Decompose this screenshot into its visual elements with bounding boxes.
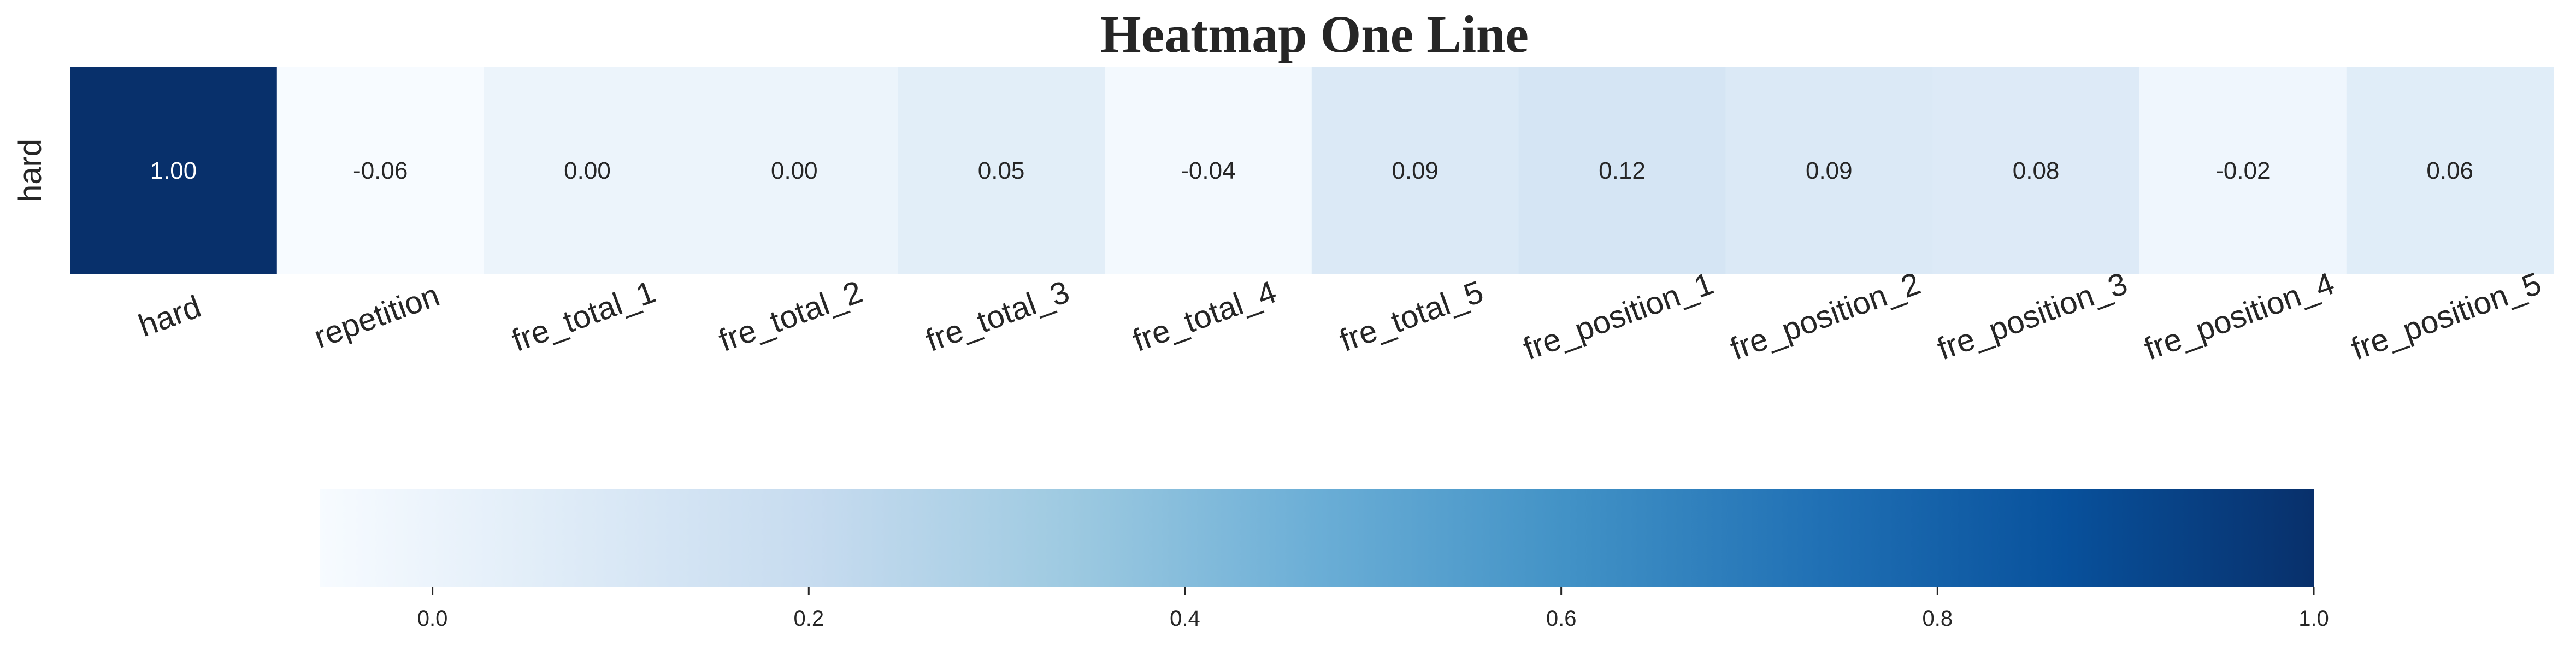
heatmap-cell: [2346, 67, 2554, 274]
cell-value-label: 1.00: [150, 157, 197, 184]
heatmap-cell: [1518, 67, 1726, 274]
cell-value-label: 0.00: [564, 157, 611, 184]
cell-value-label: 0.09: [1392, 157, 1439, 184]
cell-value-label: 0.09: [1806, 157, 1853, 184]
cell-value-label: -0.04: [1181, 157, 1235, 184]
colorbar-tick-label: 1.0: [2298, 607, 2329, 631]
colorbar-tick-label: 0.0: [417, 607, 448, 631]
colorbar-tick-label: 0.2: [793, 607, 824, 631]
row-tick-label: hard: [13, 139, 48, 202]
cell-value-label: 0.06: [2426, 157, 2473, 184]
colorbar-tick-label: 0.4: [1170, 607, 1200, 631]
cell-value-label: 0.05: [978, 157, 1025, 184]
column-tick-label: fre_total_3: [921, 274, 1074, 358]
heatmap-cells: 1.00 -0.06 0.00 0.00 0.05 -0.04 0.09 0.12 0.09 0.…: [70, 67, 2554, 274]
heatmap-cell: [691, 67, 898, 274]
chart-title: Heatmap One Line: [1100, 5, 1529, 63]
heatmap-cell: [484, 67, 691, 274]
column-tick-label: fre_position_3: [1933, 266, 2132, 367]
column-tick-label: fre_position_1: [1519, 266, 1718, 367]
column-tick-label: fre_total_2: [714, 274, 867, 358]
colorbar-tick-label: 0.8: [1923, 607, 1953, 631]
column-tick-label: fre_position_2: [1726, 266, 1925, 367]
heatmap-cell: [276, 67, 485, 274]
cell-value-label: -0.06: [353, 157, 408, 184]
cell-value-label: 0.00: [771, 157, 818, 184]
colorbar-gradient: [320, 489, 2314, 587]
colorbar-tick-label: 0.6: [1546, 607, 1577, 631]
column-tick-label: fre_total_5: [1335, 274, 1488, 358]
heatmap-cell: [2139, 67, 2347, 274]
colorbar: 0.0 0.2 0.4 0.6 0.8 1.0: [320, 489, 2329, 631]
cell-value-label: 0.08: [2013, 157, 2060, 184]
column-tick-label: fre_position_4: [2139, 266, 2339, 367]
heatmap-cell: [1105, 67, 1312, 274]
column-tick-label: fre_total_4: [1128, 274, 1281, 358]
column-tick-label: hard: [134, 289, 205, 344]
cell-value-label: -0.02: [2215, 157, 2270, 184]
heatmap-cell: [1725, 67, 1933, 274]
column-tick-label: repetition: [309, 277, 444, 355]
column-tick-label: fre_position_5: [2347, 266, 2546, 367]
heatmap-cell: [1311, 67, 1519, 274]
heatmap-cell: [898, 67, 1105, 274]
column-labels: hard repetition fre_total_1 fre_total_2 fre_…: [134, 266, 2546, 367]
cell-value-label: 0.12: [1599, 157, 1646, 184]
column-tick-label: fre_total_1: [507, 274, 660, 358]
heatmap-cell: [70, 67, 278, 274]
row-labels: hard: [13, 139, 48, 202]
heatmap-cell: [1932, 67, 2140, 274]
